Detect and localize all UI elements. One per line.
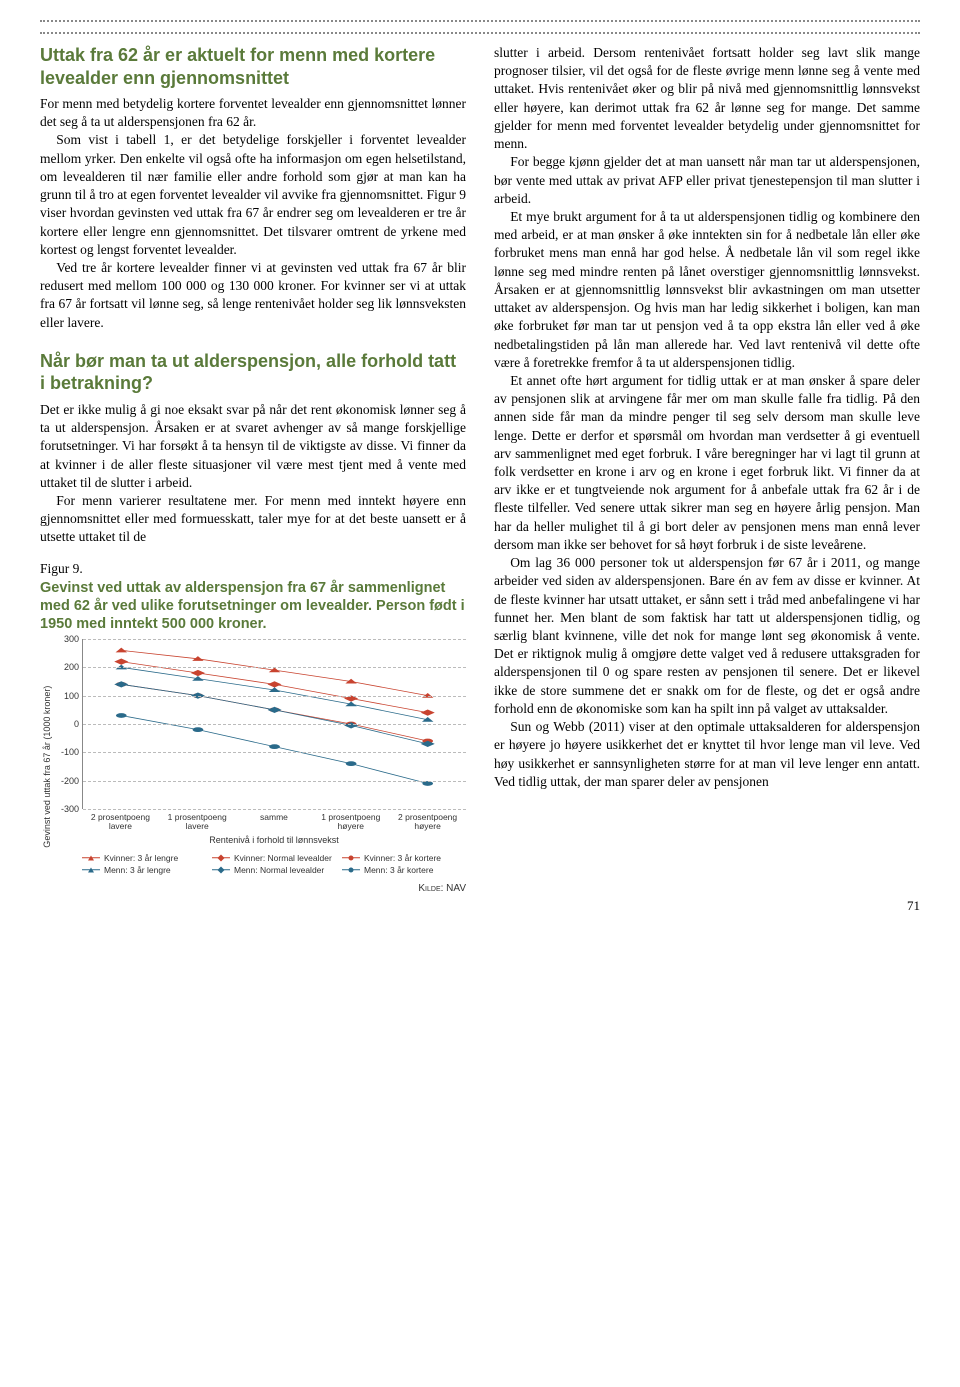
- left-p2: Som vist i tabell 1, er det betydelige f…: [40, 131, 466, 259]
- legend-label: Kvinner: 3 år kortere: [364, 853, 441, 863]
- chart-x-tick: 2 prosentpoeng lavere: [82, 813, 159, 832]
- right-p4: Et annet ofte hørt argument for tidlig u…: [494, 372, 920, 554]
- two-column-layout: Uttak fra 62 år er aktuelt for menn med …: [40, 44, 920, 894]
- chart-gridline: [83, 752, 466, 753]
- right-p6: Sun og Webb (2011) viser at den optimale…: [494, 718, 920, 791]
- legend-item: Menn: 3 år kortere: [342, 865, 466, 875]
- chart-x-tick: 1 prosentpoeng lavere: [159, 813, 236, 832]
- chart-y-tick: 100: [55, 691, 79, 701]
- legend-marker-icon: [342, 866, 360, 874]
- right-p2: For begge kjønn gjelder det at man uanse…: [494, 153, 920, 208]
- legend-item: Kvinner: 3 år lengre: [82, 853, 206, 863]
- page-rule-top2: [40, 32, 920, 40]
- legend-marker-icon: [342, 854, 360, 862]
- page-rule-top: [40, 20, 920, 28]
- chart-gridline: [83, 809, 466, 810]
- chart-x-tick: 1 prosentpoeng høyere: [312, 813, 389, 832]
- figure-label: Figur 9.: [40, 561, 466, 577]
- legend-item: Kvinner: Normal levealder: [212, 853, 336, 863]
- chart-legend: Kvinner: 3 år lengre Kvinner: Normal leve…: [82, 853, 466, 875]
- legend-item: Menn: Normal levealder: [212, 865, 336, 875]
- left-p1: For menn med betydelig kortere forventet…: [40, 95, 466, 131]
- chart-y-tick: -100: [55, 747, 79, 757]
- left-p4: Det er ikke mulig å gi noe eksakt svar p…: [40, 401, 466, 492]
- legend-label: Menn: 3 år kortere: [364, 865, 433, 875]
- chart-gridline: [83, 781, 466, 782]
- chart-x-tick: 2 prosentpoeng høyere: [389, 813, 466, 832]
- left-column: Uttak fra 62 år er aktuelt for menn med …: [40, 44, 466, 894]
- chart-y-label: Gevinst ved uttak fra 67 år (1000 kroner…: [40, 639, 54, 894]
- right-column: slutter i arbeid. Dersom rentenivået for…: [494, 44, 920, 894]
- legend-item: Kvinner: 3 år kortere: [342, 853, 466, 863]
- legend-marker-icon: [212, 866, 230, 874]
- left-p3: Ved tre år kortere levealder finner vi a…: [40, 259, 466, 332]
- right-p3: Et mye brukt argument for å ta ut alders…: [494, 208, 920, 372]
- legend-item: Menn: 3 år lengre: [82, 865, 206, 875]
- section-heading-2: Når bør man ta ut alderspensjon, alle fo…: [40, 350, 466, 395]
- figure-9: Figur 9. Gevinst ved uttak av alderspens…: [40, 561, 466, 894]
- chart: Gevinst ved uttak fra 67 år (1000 kroner…: [40, 639, 466, 894]
- chart-gridline: [83, 724, 466, 725]
- chart-gridline: [83, 667, 466, 668]
- legend-label: Menn: Normal levealder: [234, 865, 324, 875]
- section-heading-1: Uttak fra 62 år er aktuelt for menn med …: [40, 44, 466, 89]
- chart-gridline: [83, 696, 466, 697]
- legend-label: Menn: 3 år lengre: [104, 865, 171, 875]
- chart-plot-area: 3002001000-100-200-300: [82, 639, 466, 809]
- chart-x-label: Rentenivå i forhold til lønnsvekst: [82, 835, 466, 845]
- legend-marker-icon: [82, 854, 100, 862]
- chart-y-tick: 0: [55, 719, 79, 729]
- legend-label: Kvinner: 3 år lengre: [104, 853, 178, 863]
- page-number: 71: [907, 898, 920, 914]
- chart-y-tick: -300: [55, 804, 79, 814]
- right-p5: Om lag 36 000 personer tok ut alderspens…: [494, 554, 920, 718]
- legend-marker-icon: [212, 854, 230, 862]
- left-p5: For menn varierer resultatene mer. For m…: [40, 492, 466, 547]
- figure-title: Gevinst ved uttak av alderspensjon fra 6…: [40, 579, 466, 633]
- chart-x-tick: samme: [236, 813, 313, 832]
- chart-y-tick: -200: [55, 776, 79, 786]
- chart-gridline: [83, 639, 466, 640]
- chart-y-tick: 200: [55, 662, 79, 672]
- legend-marker-icon: [82, 866, 100, 874]
- legend-label: Kvinner: Normal levealder: [234, 853, 332, 863]
- right-p1: slutter i arbeid. Dersom rentenivået for…: [494, 44, 920, 153]
- chart-x-ticks: 2 prosentpoeng lavere1 prosentpoeng lave…: [82, 813, 466, 832]
- chart-y-tick: 300: [55, 634, 79, 644]
- chart-source: Kilde: NAV: [54, 883, 466, 894]
